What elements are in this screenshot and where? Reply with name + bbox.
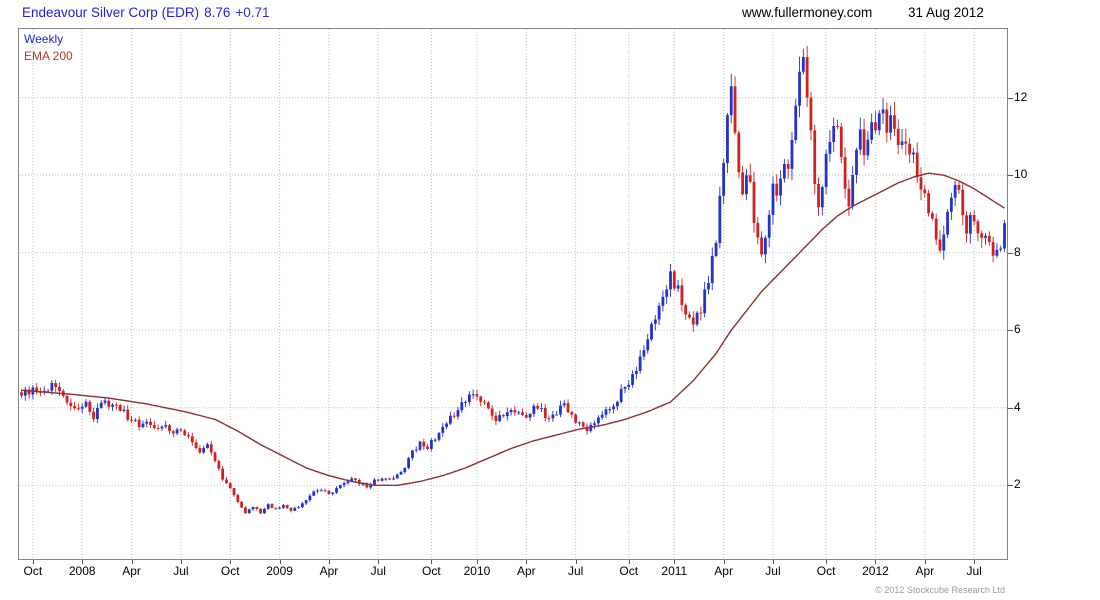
x-tick-mark bbox=[723, 560, 725, 564]
x-tick-mark bbox=[230, 560, 232, 564]
y-tick-label: 8 bbox=[1014, 244, 1021, 259]
x-tick-label: 2008 bbox=[68, 564, 96, 578]
x-tick-mark bbox=[328, 560, 330, 564]
x-tick-mark bbox=[875, 560, 877, 564]
x-tick-mark bbox=[974, 560, 976, 564]
chart-legend: Weekly EMA 200 bbox=[24, 31, 73, 65]
price-chart-svg bbox=[19, 29, 1007, 559]
x-tick-label: Oct bbox=[23, 564, 43, 578]
y-tick-mark bbox=[1008, 175, 1013, 177]
legend-timeframe: Weekly bbox=[24, 32, 64, 46]
x-tick-label: 2010 bbox=[463, 564, 491, 578]
y-tick-label: 6 bbox=[1014, 322, 1021, 337]
y-tick-label: 10 bbox=[1014, 167, 1028, 182]
y-tick-label: 12 bbox=[1014, 89, 1028, 104]
x-tick-label: Oct bbox=[619, 564, 639, 578]
instrument-price: 8.76 bbox=[204, 5, 231, 20]
x-tick-label: Apr bbox=[122, 564, 141, 578]
x-tick-label: Jul bbox=[173, 564, 189, 578]
x-tick-label: Apr bbox=[915, 564, 935, 578]
chart-date: 31 Aug 2012 bbox=[908, 5, 984, 20]
x-tick-mark bbox=[82, 560, 84, 564]
x-tick-label: Oct bbox=[816, 564, 836, 578]
x-tick-mark bbox=[772, 560, 774, 564]
x-tick-label: Jul bbox=[370, 564, 386, 578]
x-tick-mark bbox=[180, 560, 182, 564]
x-tick-label: Oct bbox=[220, 564, 240, 578]
x-tick-mark bbox=[131, 560, 133, 564]
legend-ema: EMA 200 bbox=[24, 49, 73, 63]
x-tick-mark bbox=[378, 560, 380, 564]
x-tick-label: Jul bbox=[567, 564, 584, 578]
x-tick-label: 2012 bbox=[862, 564, 889, 578]
y-tick-mark bbox=[1008, 252, 1013, 254]
y-tick-label: 4 bbox=[1014, 399, 1021, 414]
x-tick-label: Apr bbox=[516, 564, 536, 578]
x-tick-mark bbox=[826, 560, 828, 564]
x-tick-label: 2009 bbox=[266, 564, 293, 578]
copyright: © 2012 Stockcube Research Ltd bbox=[875, 585, 1005, 595]
x-tick-mark bbox=[526, 560, 528, 564]
x-tick-label: Apr bbox=[319, 564, 339, 578]
x-tick-label: Oct bbox=[422, 564, 441, 578]
x-tick-mark bbox=[32, 560, 34, 564]
x-tick-label: Jul bbox=[765, 564, 781, 578]
x-tick-mark bbox=[279, 560, 281, 564]
instrument-title: Endeavour Silver Corp (EDR) bbox=[22, 5, 200, 20]
instrument-change: +0.71 bbox=[235, 5, 270, 20]
y-tick-label: 2 bbox=[1014, 477, 1021, 492]
x-tick-label: Apr bbox=[714, 564, 733, 578]
x-tick-label: Jul bbox=[966, 564, 982, 578]
y-tick-mark bbox=[1008, 97, 1013, 99]
x-tick-mark bbox=[476, 560, 478, 564]
x-tick-mark bbox=[575, 560, 577, 564]
y-tick-mark bbox=[1008, 330, 1013, 332]
site-link[interactable]: www.fullermoney.com bbox=[742, 5, 873, 20]
x-tick-mark bbox=[924, 560, 926, 564]
x-tick-label: 2011 bbox=[661, 564, 688, 578]
y-tick-mark bbox=[1008, 485, 1013, 487]
x-tick-mark bbox=[674, 560, 676, 564]
plot-frame: Weekly EMA 200 bbox=[18, 28, 1008, 560]
x-tick-mark bbox=[628, 560, 630, 564]
x-tick-mark bbox=[431, 560, 433, 564]
y-tick-mark bbox=[1008, 407, 1013, 409]
instrument-header: Endeavour Silver Corp (EDR) 8.76 +0.71 bbox=[22, 5, 270, 20]
